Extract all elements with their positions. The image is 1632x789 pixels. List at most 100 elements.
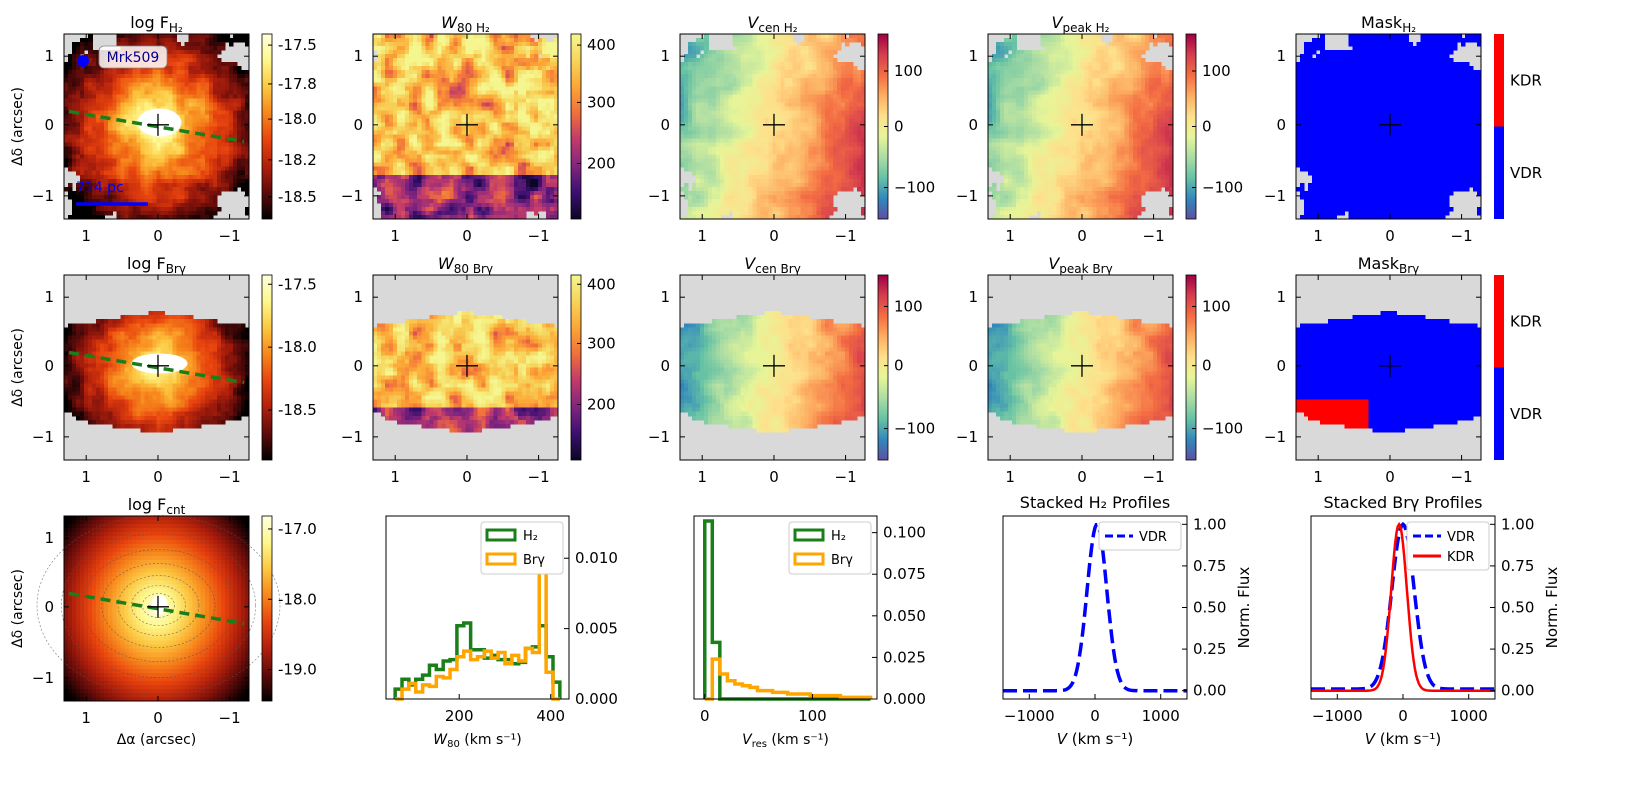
colorbar-tick-label: 300 [587,93,616,111]
legend-label-0: VDR [1139,530,1167,545]
xtick-label: −1 [1143,468,1165,486]
xtick-label: 0 [462,227,472,245]
map-pixels-w80_brg [373,311,559,433]
xtick-label: 0 [1385,227,1395,245]
ytick-label: 0 [44,598,54,616]
xtick-label: 0 [153,709,163,727]
xtick-label: 400 [536,707,565,725]
xtick-label: 0 [1077,227,1087,245]
colorbar-tick-label: 0 [1202,357,1212,375]
saturated-core-flux_brg [131,353,188,374]
legend: VDR KDR [1406,521,1490,571]
xtick-label: 1 [390,468,400,486]
xtick-label: 0 [769,468,779,486]
panel-title-mask_h2: MaskH₂ [1361,13,1416,35]
colorbar-tick-label: -18.5 [278,188,317,206]
colorbar-tick-label: −100 [894,420,935,438]
profile-VDR [1311,521,1495,691]
map-pixels-vcen_brg [680,311,866,433]
map-frame-vcen_h2 [679,33,866,220]
panel-vpeak_h2: Vpeak H₂ 1 0 −1 1 0 −1 100 0 −100 [956,13,1243,245]
colorbar-tick-label: 400 [587,36,616,54]
xtick-label: 0 [462,468,472,486]
ytick-label: 0.75 [1501,557,1534,575]
ytick-label: 0 [44,116,54,134]
panel-w80_brg: W80 Brγ 1 0 −1 1 0 −1 400 300 200 [341,254,616,486]
panel-flux_brg: log FBrγ 1 0 −1 1 0 −1 -17.5 -18.0 -18.5 [32,254,317,486]
xtick-label: −1 [1451,227,1473,245]
legend-label-0: H₂ [523,529,538,544]
ytick-label: 1 [44,47,54,65]
colorbar-tick-label: 100 [1202,297,1231,315]
chart-frame [693,515,878,700]
colorbar-tick-label: -19.0 [278,661,317,679]
colorbar-tick-label: 0 [894,118,904,136]
ylabel-row-1: Δδ (arcsec) [10,328,26,407]
panel-vcen_brg: Vcen Brγ 1 0 −1 1 0 −1 100 0 −100 [648,254,935,486]
ytick-label: 1 [968,47,978,65]
colorbar-tick-label: −100 [894,179,935,197]
panel-title-vpeak_h2: Vpeak H₂ [1052,13,1110,35]
colorbar-tick-label: -18.2 [278,151,317,169]
xtick-label: −1 [528,227,550,245]
colorbar-flux_brg [261,274,273,461]
xtick-label: 1000 [1450,707,1488,725]
xtick-label: 1000 [1142,707,1180,725]
map-pixels-mask_brg [1296,311,1482,433]
colorbar-tick-label: −100 [1202,179,1243,197]
legend-label-0: H₂ [831,529,846,544]
xtick-label: 0 [769,227,779,245]
ytick-label: −1 [648,428,670,446]
colorbar-tick-label: 0 [1202,118,1212,136]
legend-box [788,521,872,575]
map-frame-flux_h2 [63,33,250,220]
colorbar-w80_brg [570,274,582,461]
hist-series-1 [704,657,873,701]
ytick-label: 0 [968,357,978,375]
xtick-label: 1 [1313,227,1323,245]
ytick-label: 0 [968,116,978,134]
position-angle-line [68,350,245,385]
xtick-label: −1 [528,468,550,486]
ytick-label: −1 [32,669,54,687]
xtick-label: −1 [219,468,241,486]
xlabel: W80 (km s⁻¹) [433,732,521,750]
xtick-label: 1 [1005,227,1015,245]
ytick-label: −1 [341,428,363,446]
ytick-label: −1 [956,187,978,205]
ytick-label: 0 [44,357,54,375]
saturated-core-flux_h2 [137,108,182,137]
ylabel-row-2: Δδ (arcsec) [10,569,26,648]
ytick-label: 0 [1276,357,1286,375]
xlabel-flux-cnt: Δα (arcsec) [117,732,197,748]
map-pixels-vpeak_h2 [988,34,1174,220]
colorbar-tick-label: -18.0 [278,338,317,356]
ytick-label: 0.050 [883,607,926,625]
panel-title-vcen_h2: Vcen H₂ [747,13,797,35]
xtick-label: −1 [835,468,857,486]
legend-box [1098,521,1182,551]
panel-title-vpeak_brg: Vpeak Brγ [1048,254,1112,276]
legend: H₂ Brγ [788,521,872,575]
xtick-label: −1 [219,709,241,727]
panel-title-mask_brg: MaskBrγ [1358,254,1420,276]
xtick-label: 200 [445,707,474,725]
colorbar-vdr [1494,367,1504,460]
ytick-label: −1 [32,428,54,446]
ytick-label: 1 [44,288,54,306]
colorbar-vdr [1494,126,1504,219]
colorbar-tick-label: -18.5 [278,401,317,419]
colorbar-tick-label: -17.5 [278,36,317,54]
colorbar-tick-label: 0 [894,357,904,375]
xtick-label: 0 [1090,707,1100,725]
galaxy-label-box [98,45,168,69]
panel-mask_h2: MaskH₂ 1 0 −1 1 0 −1 KDR VDR [1264,13,1542,245]
ylabel: Norm. Flux [1235,567,1253,649]
panel-title-flux_brg: log FBrγ [127,254,186,276]
xtick-label: 1 [1005,468,1015,486]
colorbar-tick-label: -18.0 [278,110,317,128]
ytick-label: 0 [660,116,670,134]
profile-KDR [1311,521,1495,692]
colorbar-tick-label: -17.5 [278,275,317,293]
colorbar-tick-label: 400 [587,275,616,293]
